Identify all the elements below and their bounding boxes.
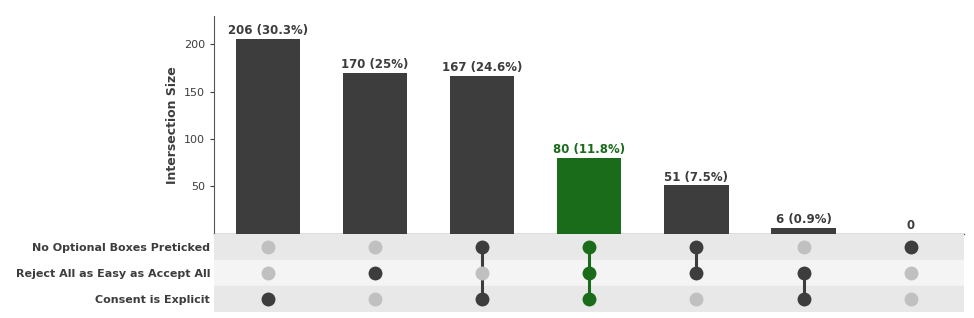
Point (260, 270, 276, 275)
Bar (450, 76, 514, 234)
Bar (557, 158, 621, 234)
Point (367, 244, 383, 249)
Text: 6 (0.9%): 6 (0.9%) (775, 213, 832, 226)
Point (474, 270, 490, 275)
Point (581, 270, 597, 275)
Point (367, 296, 383, 301)
Text: 0: 0 (907, 219, 915, 232)
Point (260, 244, 276, 249)
Point (474, 296, 490, 301)
Point (581, 296, 597, 301)
Text: 80 (11.8%): 80 (11.8%) (553, 143, 625, 156)
Bar (236, 39, 300, 234)
Point (796, 270, 811, 275)
Bar (771, 228, 836, 234)
Point (367, 270, 383, 275)
Point (260, 296, 276, 301)
Point (689, 296, 704, 301)
Point (689, 244, 704, 249)
Bar (214, 234, 964, 260)
Text: 51 (7.5%): 51 (7.5%) (664, 170, 729, 183)
Point (796, 296, 811, 301)
Bar (214, 260, 964, 286)
Bar (664, 185, 729, 234)
Text: 170 (25%): 170 (25%) (341, 58, 409, 71)
Text: 206 (30.3%): 206 (30.3%) (228, 24, 308, 37)
Point (903, 270, 918, 275)
Point (581, 244, 597, 249)
Point (689, 270, 704, 275)
Point (474, 244, 490, 249)
Bar (214, 286, 964, 312)
Point (796, 244, 811, 249)
Text: 167 (24.6%): 167 (24.6%) (442, 61, 522, 74)
Y-axis label: Intersection Size: Intersection Size (166, 66, 178, 184)
Bar (343, 73, 407, 234)
Point (903, 244, 918, 249)
Point (903, 296, 918, 301)
